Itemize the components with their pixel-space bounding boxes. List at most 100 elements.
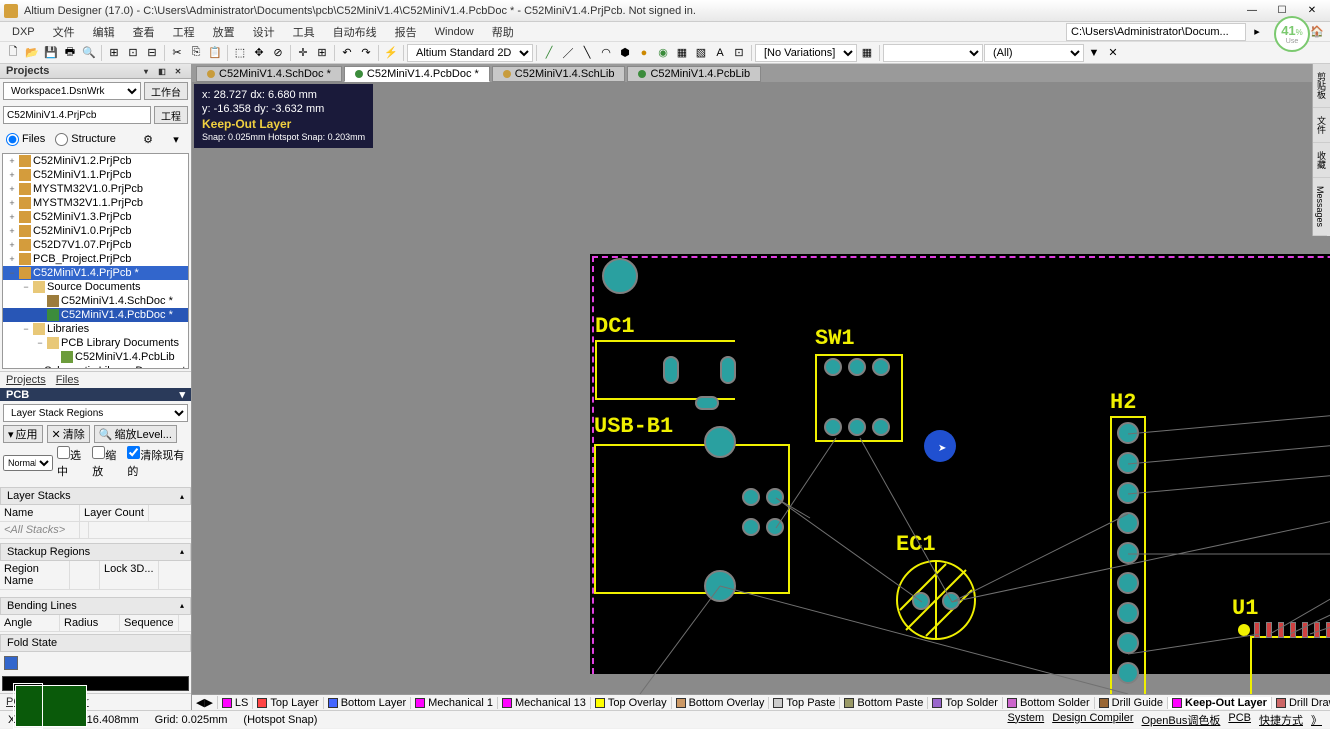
layer-tab[interactable]: Bottom Overlay [672,697,770,709]
minimize-button[interactable]: — [1238,2,1266,20]
files-radio[interactable]: Files [6,133,45,146]
layer-tab[interactable]: Top Paste [769,697,840,709]
view-mode-select[interactable]: Altium Standard 2D [407,44,533,62]
tree-node[interactable]: +C52MiniV1.1.PrjPcb [3,168,188,182]
menu-report[interactable]: 报告 [387,22,425,42]
layer-tab[interactable]: Bottom Solder [1003,697,1095,709]
dock-favorites[interactable]: 收藏 [1313,143,1330,178]
layer-tab[interactable]: Bottom Layer [324,697,411,709]
layer-stacks-section[interactable]: Layer Stacks▴ [0,487,191,505]
clear-filter-icon[interactable]: ✕ [1104,44,1122,62]
apply-button[interactable]: ▾应用 [3,425,43,443]
select-check[interactable]: 选中 [57,446,88,479]
string-icon[interactable]: A [711,44,729,62]
tree-node[interactable]: −Source Documents [3,280,188,294]
project-input[interactable] [3,106,151,124]
tree-config-icon[interactable]: ⚙ [139,130,157,148]
tree-node[interactable]: C52MiniV1.4.PcbDoc * [3,308,188,322]
route-icon[interactable]: ╱ [540,44,558,62]
poly-icon[interactable]: ▧ [692,44,710,62]
layer-tab[interactable]: LS [218,697,253,709]
all-stacks-row[interactable]: <All Stacks> [0,522,80,538]
panel-menu-icon[interactable]: ▾ [139,64,153,78]
pcb-canvas[interactable]: x: 28.727 dx: 6.680 mm y: -16.358 dy: -3… [192,82,1330,694]
clear-button[interactable]: ✕清除 [47,425,90,443]
normal-select[interactable]: Normal [3,455,53,471]
print-icon[interactable]: 🖶 [61,44,79,62]
layer-tab[interactable]: Mechanical 1 [411,697,498,709]
new-icon[interactable]: 🗋 [4,44,22,62]
comp-icon[interactable]: ⊡ [730,44,748,62]
save-icon[interactable]: 💾 [42,44,60,62]
funnel-icon[interactable]: ▼ [1085,44,1103,62]
dock-messages[interactable]: Messages [1313,178,1327,236]
stackup-regions-section[interactable]: Stackup Regions▴ [0,543,191,561]
paste-icon[interactable]: 📋 [206,44,224,62]
copy-icon[interactable]: ⎘ [187,44,205,62]
menu-autoroute[interactable]: 自动布线 [325,22,385,42]
menu-place[interactable]: 放置 [205,22,243,42]
pcb-panel-menu-icon[interactable]: ▾ [179,388,185,401]
clear-existing-check[interactable]: 清除现有的 [127,446,188,479]
tree-node[interactable]: +C52MiniV1.2.PrjPcb [3,154,188,168]
tree-node[interactable]: +PCB_Project.PrjPcb [3,252,188,266]
workspace-button[interactable]: 工作台 [144,82,188,100]
panel-pin-icon[interactable]: ◧ [155,64,169,78]
cross-icon[interactable]: ✛ [294,44,312,62]
drc-icon[interactable]: ⚡ [382,44,400,62]
tree-node[interactable]: −Libraries [3,322,188,336]
layer-tab[interactable]: Top Layer [253,697,323,709]
zoom-selected-icon[interactable]: ⊟ [143,44,161,62]
layer-tab[interactable]: Mechanical 13 [498,697,591,709]
select-icon[interactable]: ⬚ [231,44,249,62]
preview-icon[interactable]: 🔍 [80,44,98,62]
tree-node[interactable]: +C52D7V1.07.PrjPcb [3,238,188,252]
layer-tab[interactable]: Bottom Paste [840,697,928,709]
tree-node[interactable]: C52MiniV1.4.PcbLib [3,350,188,364]
menu-window[interactable]: Window [427,24,482,40]
document-tab[interactable]: C52MiniV1.4.PcbLib [627,66,761,82]
menu-edit[interactable]: 编辑 [85,22,123,42]
structure-radio[interactable]: Structure [55,133,116,146]
tree-node[interactable]: +MYSTM32V1.1.PrjPcb [3,196,188,210]
deselect-icon[interactable]: ⊘ [269,44,287,62]
zoom-level-button[interactable]: 🔍缩放Level... [94,425,177,443]
zoom-check[interactable]: 缩放 [92,446,123,479]
layer-tab[interactable]: Keep-Out Layer [1168,697,1272,709]
menu-project[interactable]: 工程 [165,22,203,42]
grid-icon[interactable]: ⊞ [313,44,331,62]
close-button[interactable]: ✕ [1298,2,1326,20]
dock-files[interactable]: 文件 [1313,108,1330,143]
net-select[interactable] [883,44,983,62]
pcb-mode-select[interactable]: Layer Stack Regions [3,404,188,422]
document-tab[interactable]: C52MiniV1.4.SchLib [492,66,626,82]
via-icon[interactable]: ◉ [654,44,672,62]
layer-nav[interactable]: ◀▶ [192,696,218,709]
pad-icon[interactable]: ● [635,44,653,62]
layer-tab[interactable]: Drill Drawing [1272,697,1330,709]
menu-tools[interactable]: 工具 [285,22,323,42]
layer-tab[interactable]: Drill Guide [1095,697,1168,709]
var-icon[interactable]: ▦ [858,44,876,62]
address-input[interactable] [1066,23,1246,41]
cut-icon[interactable]: ✂ [168,44,186,62]
layer-tab[interactable]: Top Overlay [591,697,672,709]
workspace-select[interactable]: Workspace1.DsnWrk [3,82,141,100]
project-button[interactable]: 工程 [154,106,188,124]
fold-slider[interactable] [4,656,18,670]
menu-file[interactable]: 文件 [45,22,83,42]
zoom-fit-icon[interactable]: ⊞ [105,44,123,62]
menu-design[interactable]: 设计 [245,22,283,42]
move-icon[interactable]: ✥ [250,44,268,62]
open-icon[interactable]: 📂 [23,44,41,62]
zoom-area-icon[interactable]: ⊡ [124,44,142,62]
redo-icon[interactable]: ↷ [357,44,375,62]
panel-close-icon[interactable]: ✕ [171,64,185,78]
project-tree[interactable]: +C52MiniV1.2.PrjPcb+C52MiniV1.1.PrjPcb +M… [2,153,189,369]
filter-select[interactable]: (All) [984,44,1084,62]
minimap[interactable] [2,676,189,691]
dock-clipboard[interactable]: 剪贴板 [1313,64,1330,108]
tab-projects[interactable]: Projects [6,374,46,386]
tab-files[interactable]: Files [56,374,79,386]
tree-node[interactable]: C52MiniV1.4.SchDoc * [3,294,188,308]
